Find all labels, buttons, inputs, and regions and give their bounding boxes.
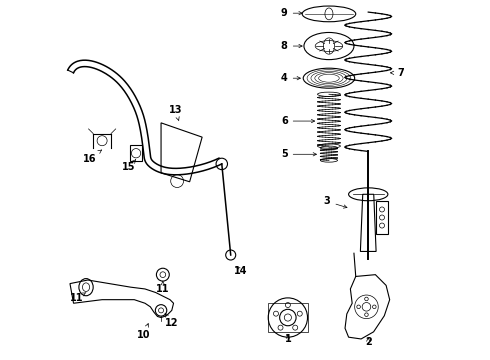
Text: 9: 9 bbox=[281, 8, 302, 18]
Text: 13: 13 bbox=[169, 105, 182, 121]
Text: 3: 3 bbox=[324, 197, 347, 208]
Text: 14: 14 bbox=[234, 266, 247, 276]
Text: 16: 16 bbox=[83, 150, 101, 163]
Text: 1: 1 bbox=[285, 334, 291, 344]
Text: 10: 10 bbox=[136, 324, 150, 341]
Text: 7: 7 bbox=[391, 68, 404, 78]
Text: 5: 5 bbox=[281, 149, 317, 159]
Text: 6: 6 bbox=[281, 116, 315, 126]
Text: 11: 11 bbox=[156, 281, 170, 294]
Text: 12: 12 bbox=[165, 314, 178, 328]
Text: 8: 8 bbox=[281, 41, 302, 51]
Text: 11: 11 bbox=[70, 293, 86, 303]
Text: 15: 15 bbox=[122, 159, 136, 172]
Text: 4: 4 bbox=[281, 73, 300, 83]
Text: 2: 2 bbox=[365, 337, 371, 347]
